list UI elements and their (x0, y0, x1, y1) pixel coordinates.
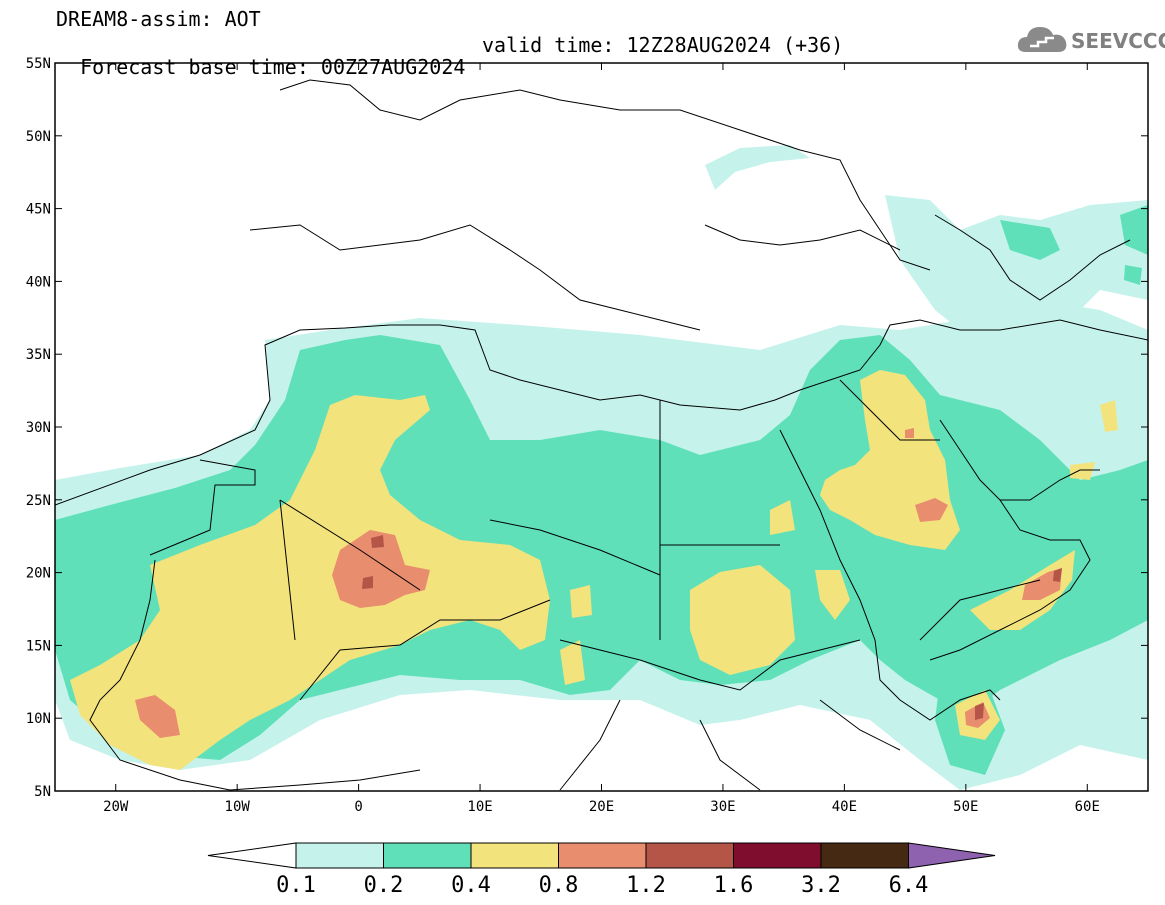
forecast-time-line: Forecast base time: 00Z27AUG2024 valid t… (56, 34, 843, 100)
lon-label: 20W (103, 799, 129, 815)
seevccc-logo: SEEVCCC (1016, 22, 1165, 58)
colorbar-level-label: 3.2 (801, 873, 841, 898)
lon-label: 60E (1075, 799, 1100, 815)
colorbar-level-label: 1.6 (714, 873, 754, 898)
logo-text: SEEVCCC (1071, 29, 1165, 53)
lat-label: 45N (26, 202, 51, 218)
lat-label: 20N (26, 566, 51, 582)
lon-label: 50E (953, 799, 978, 815)
colorbar-segment (295, 842, 384, 869)
colorbar-level-label: 0.4 (451, 873, 491, 898)
colorbar-level-label: 0.8 (539, 873, 579, 898)
lon-label: 20E (589, 799, 614, 815)
lon-label: 0 (354, 799, 362, 815)
cloud-icon (1017, 27, 1067, 52)
valid-time-label: valid time: 12Z28AUG2024 (+36) (482, 33, 844, 57)
aot-band-0-8 (135, 428, 1062, 738)
lat-label: 10N (26, 711, 51, 727)
colorbar-min-arrow (207, 842, 297, 869)
colorbar-segment (733, 842, 822, 869)
lat-label: 40N (26, 274, 51, 290)
colorbar-segment (470, 842, 559, 869)
base-time-label: Forecast base time: 00Z27AUG2024 (80, 55, 466, 79)
colorbar-level-label: 0.1 (276, 873, 316, 898)
lon-label: 30E (710, 799, 735, 815)
colorbar-level-label: 6.4 (889, 873, 929, 898)
coastlines (55, 79, 1148, 791)
colorbar-level-label: 0.2 (364, 873, 404, 898)
lat-label: 15N (26, 638, 51, 654)
colorbar-segment (558, 842, 647, 869)
colorbar-segment (645, 842, 734, 869)
colorbar: 0.1 0.2 0.4 0.8 1.2 1.6 3.2 6.4 (207, 842, 996, 898)
colorbar-segment (820, 842, 909, 869)
aot-band-1-2 (362, 535, 1062, 720)
lon-label: 40E (832, 799, 857, 815)
lat-label: 30N (26, 420, 51, 436)
longitude-axis: 20W 10W 0 10E 20E 30E 40E 50E 60E (103, 63, 1100, 815)
colorbar-level-label: 1.2 (626, 873, 666, 898)
aot-shading (55, 145, 1148, 790)
lat-label: 50N (26, 129, 51, 145)
map-title: DREAM8-assim: AOT (56, 7, 261, 31)
lon-label: 10E (467, 799, 492, 815)
latitude-axis: 55N 50N 45N 40N 35N 30N 25N 20N 15N 10N 5N (26, 56, 1148, 800)
lat-label: 5N (34, 784, 51, 800)
colorbar-segment (383, 842, 472, 869)
lon-label: 10W (225, 799, 251, 815)
lat-label: 55N (26, 56, 51, 72)
lat-label: 25N (26, 493, 51, 509)
lat-label: 35N (26, 347, 51, 363)
colorbar-max-arrow (908, 842, 996, 869)
